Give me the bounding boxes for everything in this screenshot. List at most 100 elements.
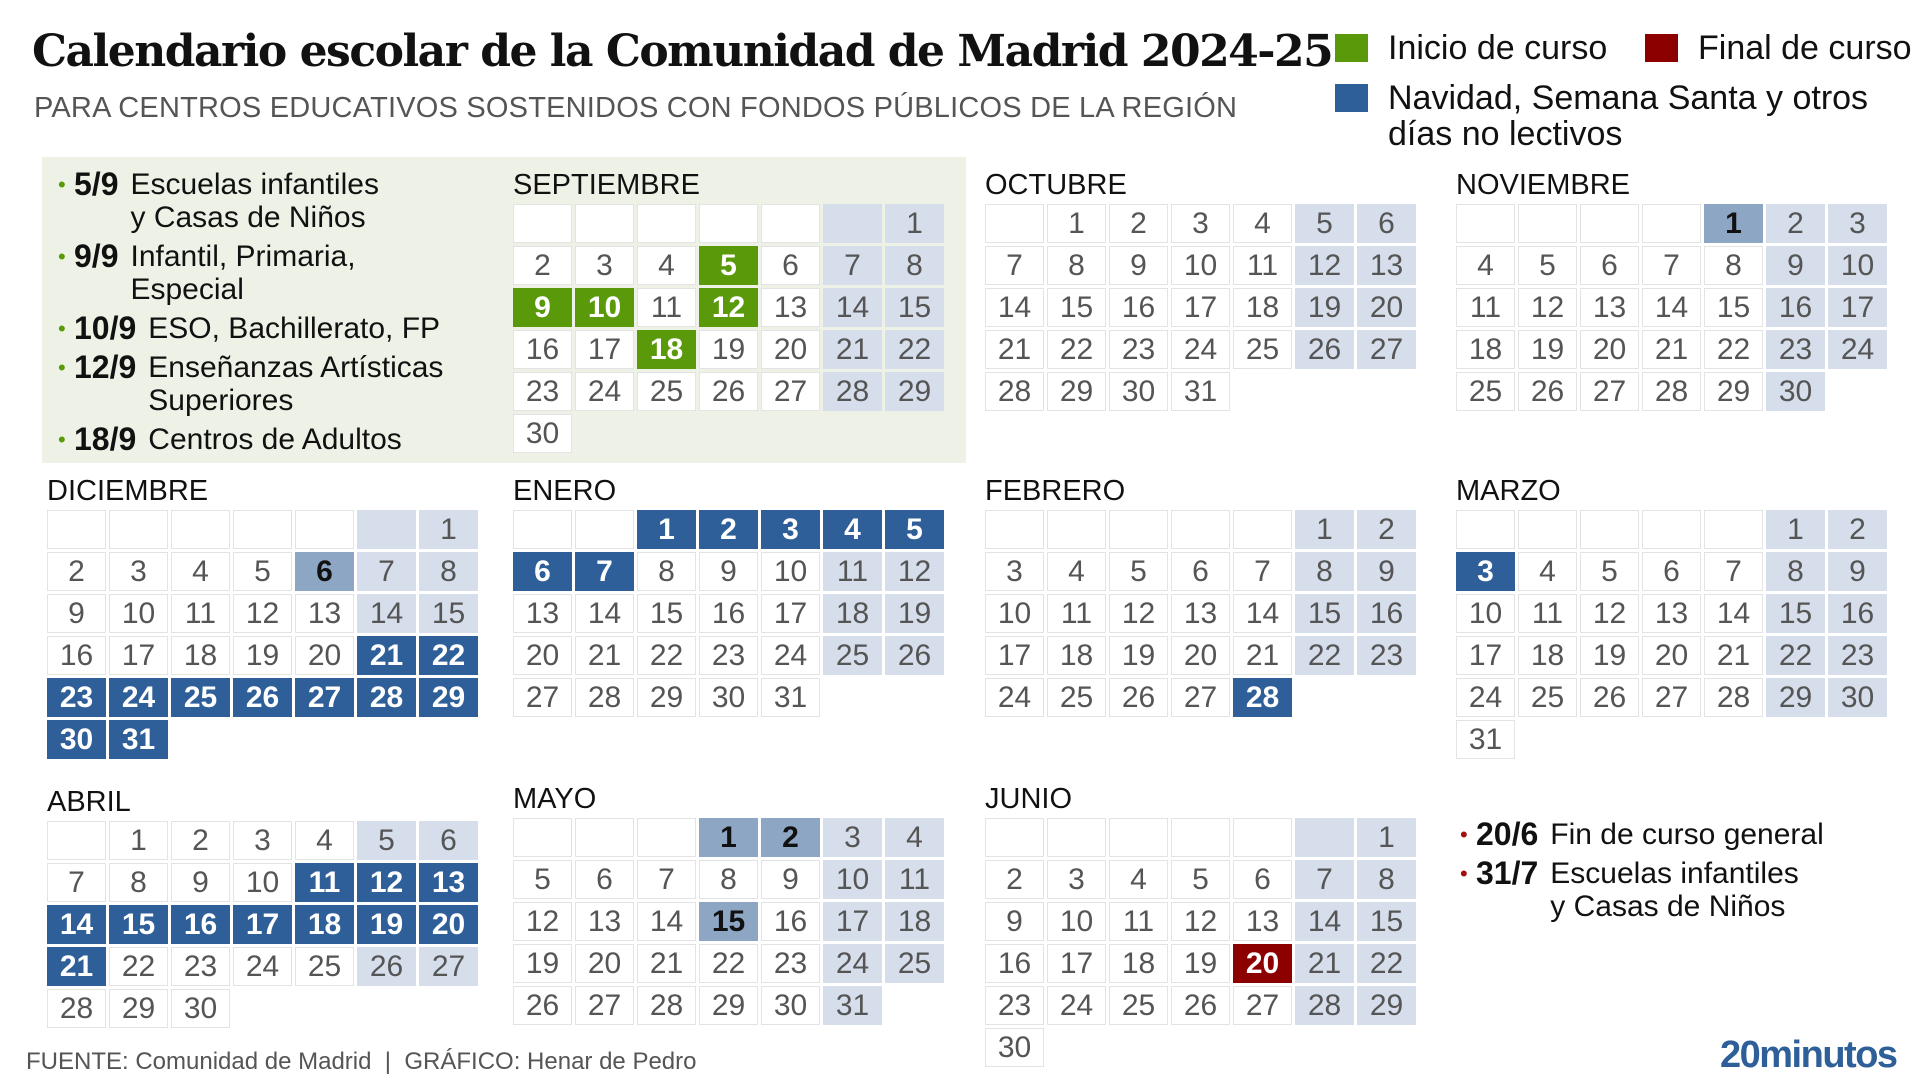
month-name: MARZO	[1456, 475, 1561, 507]
day-cell: 11	[1233, 246, 1292, 285]
day-cell: 30	[1766, 372, 1825, 411]
day-cell: 9	[1766, 246, 1825, 285]
day-cell: 24	[575, 372, 634, 411]
day-cell: 17	[985, 636, 1044, 675]
empty-cell	[985, 204, 1044, 243]
day-cell: 20	[575, 944, 634, 983]
day-cell: 16	[47, 636, 106, 675]
month-grid: 1 2 3 4 5 6 7 8 9 10 11 12 13 14 15 16 17 18 19 20 21 22 23 24 2…	[1456, 510, 1887, 759]
bullet-icon: •	[58, 316, 66, 341]
day-cell: 22	[699, 944, 758, 983]
note-date: 10/9	[74, 310, 137, 346]
day-cell: 21	[637, 944, 696, 983]
day-cell: 28	[357, 678, 416, 717]
month-abril: ABRIL 1 2 3 4 5 6 7 8 9 10 11 12 13 14 15 16 17 18 19 20 21 22…	[47, 783, 478, 1028]
note-text: Escuelas infantiles y Casas de Niños	[1550, 857, 1799, 923]
day-cell: 7	[1704, 552, 1763, 591]
day-cell: 14	[1704, 594, 1763, 633]
day-cell: 14	[1233, 594, 1292, 633]
empty-cell	[1518, 204, 1577, 243]
day-cell: 2	[1828, 510, 1887, 549]
note-date: 20/6	[1476, 816, 1539, 852]
day-cell: 5	[1580, 552, 1639, 591]
note-date: 5/9	[74, 166, 119, 202]
empty-cell	[47, 510, 106, 549]
day-cell: 11	[171, 594, 230, 633]
day-cell: 23	[1357, 636, 1416, 675]
day-cell: 5	[357, 821, 416, 860]
day-cell: 5	[1295, 204, 1354, 243]
day-cell: 30	[171, 989, 230, 1028]
day-cell: 19	[885, 594, 944, 633]
note-item: • 12/9 Enseñanzas Artísticas Superiores	[58, 351, 443, 418]
note-text: Infantil, Primaria, Especial	[130, 240, 356, 306]
day-cell: 25	[171, 678, 230, 717]
day-cell: 17	[823, 902, 882, 941]
day-cell: 10	[575, 288, 634, 327]
month-grid: 1 2 3 4 5 6 7 8 9 10 11 12 13 14 15 16 17 18 19 20 21 22 23 24 2…	[985, 818, 1416, 1067]
day-cell: 24	[1171, 330, 1230, 369]
empty-cell	[1580, 204, 1639, 243]
day-cell: 20	[295, 636, 354, 675]
day-cell: 7	[1233, 552, 1292, 591]
day-cell: 9	[699, 552, 758, 591]
note-text: Fin de curso general	[1550, 818, 1824, 851]
note-item: • 9/9 Infantil, Primaria, Especial	[58, 240, 443, 307]
day-cell: 15	[1295, 594, 1354, 633]
day-cell: 18	[1518, 636, 1577, 675]
day-cell: 23	[699, 636, 758, 675]
day-cell: 16	[1109, 288, 1168, 327]
bullet-icon: •	[58, 172, 66, 197]
day-cell: 8	[637, 552, 696, 591]
day-cell: 16	[171, 905, 230, 944]
day-cell: 20	[1233, 944, 1292, 983]
month-febrero: FEBRERO 1 2 3 4 5 6 7 8 9 10 11 12 13 14 15 16 17 18 19 20 21…	[985, 472, 1416, 717]
day-cell: 19	[1109, 636, 1168, 675]
day-cell: 25	[1518, 678, 1577, 717]
month-septiembre: SEPTIEMBRE 1 2 3 4 5 6 7 8 9 10 11 12 13 14 15 16 17 18 19 2…	[513, 166, 944, 453]
legend-end-label: Final de curso	[1698, 29, 1912, 67]
day-cell: 3	[1171, 204, 1230, 243]
day-cell: 25	[295, 947, 354, 986]
day-cell: 29	[1766, 678, 1825, 717]
bullet-icon: •	[58, 244, 66, 269]
day-cell: 15	[109, 905, 168, 944]
day-cell: 25	[1109, 986, 1168, 1025]
day-cell: 9	[513, 288, 572, 327]
day-cell: 1	[419, 510, 478, 549]
note-date: 18/9	[74, 421, 137, 457]
day-cell: 25	[1047, 678, 1106, 717]
empty-cell	[513, 818, 572, 857]
day-cell: 28	[985, 372, 1044, 411]
day-cell: 1	[1704, 204, 1763, 243]
note-item: • 10/9 ESO, Bachillerato, FP	[58, 310, 443, 346]
day-cell: 3	[575, 246, 634, 285]
day-cell: 10	[109, 594, 168, 633]
day-cell: 28	[1233, 678, 1292, 717]
brand-logo: 20minutos	[1720, 1034, 1898, 1076]
day-cell: 26	[513, 986, 572, 1025]
day-cell: 8	[419, 552, 478, 591]
footer-credits: FUENTE: Comunidad de Madrid | GRÁFICO: H…	[26, 1048, 697, 1075]
day-cell: 1	[1047, 204, 1106, 243]
day-cell: 30	[513, 414, 572, 453]
day-cell: 18	[637, 330, 696, 369]
note-text: ESO, Bachillerato, FP	[148, 312, 441, 345]
day-cell: 22	[1357, 944, 1416, 983]
day-cell: 23	[985, 986, 1044, 1025]
day-cell: 4	[885, 818, 944, 857]
empty-cell	[1456, 204, 1515, 243]
note-item: • 18/9 Centros de Adultos	[58, 421, 443, 457]
day-cell: 10	[985, 594, 1044, 633]
day-cell: 15	[1047, 288, 1106, 327]
day-cell: 6	[761, 246, 820, 285]
month-name: OCTUBRE	[985, 169, 1127, 201]
month-noviembre: NOVIEMBRE 1 2 3 4 5 6 7 8 9 10 11 12 13 14 15 16 17 18 19 20…	[1456, 166, 1887, 411]
day-cell: 30	[699, 678, 758, 717]
empty-cell	[637, 204, 696, 243]
day-cell: 15	[699, 902, 758, 941]
day-cell: 1	[637, 510, 696, 549]
day-cell: 20	[1171, 636, 1230, 675]
day-cell: 1	[1295, 510, 1354, 549]
day-cell: 28	[823, 372, 882, 411]
